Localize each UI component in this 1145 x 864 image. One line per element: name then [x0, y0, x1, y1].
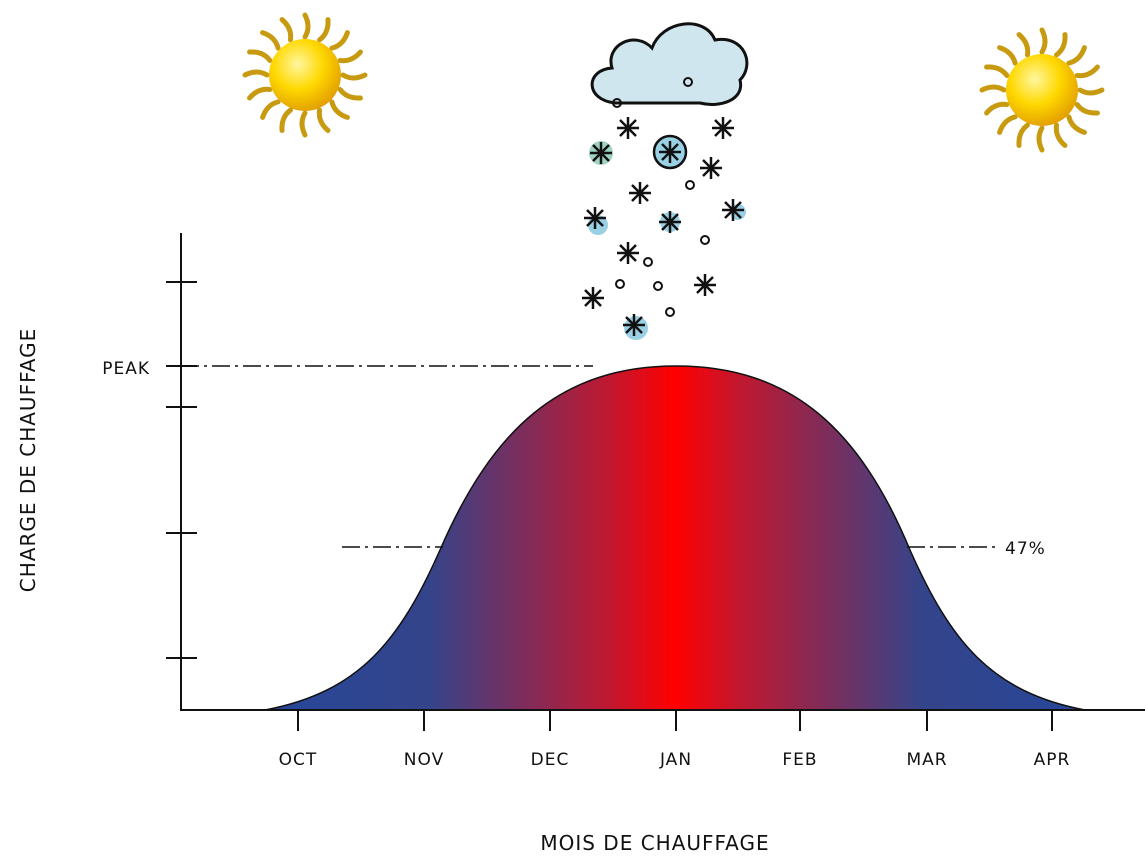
sun-icon: [982, 30, 1102, 150]
month-label: APR: [1034, 750, 1071, 770]
diagram: PEAK 47% CHARGE DE CHAUFFAGE MOIS DE CHA…: [0, 0, 1145, 860]
month-label: NOV: [404, 750, 444, 770]
month-label: JAN: [659, 750, 692, 770]
month-label: OCT: [279, 750, 318, 770]
y-axis-label: CHARGE DE CHAUFFAGE: [16, 328, 40, 592]
x-axis-label: MOIS DE CHAUFFAGE: [540, 831, 769, 855]
month-labels: OCT NOV DEC JAN FEB MAR APR: [279, 750, 1071, 770]
peak-label: PEAK: [102, 359, 150, 379]
threshold-label: 47%: [1005, 539, 1046, 559]
snow-cloud: [582, 24, 747, 340]
sun-icon: [245, 15, 365, 135]
month-label: FEB: [782, 750, 817, 770]
month-label: DEC: [531, 750, 570, 770]
month-label: MAR: [906, 750, 947, 770]
heating-curve: [265, 366, 1085, 710]
